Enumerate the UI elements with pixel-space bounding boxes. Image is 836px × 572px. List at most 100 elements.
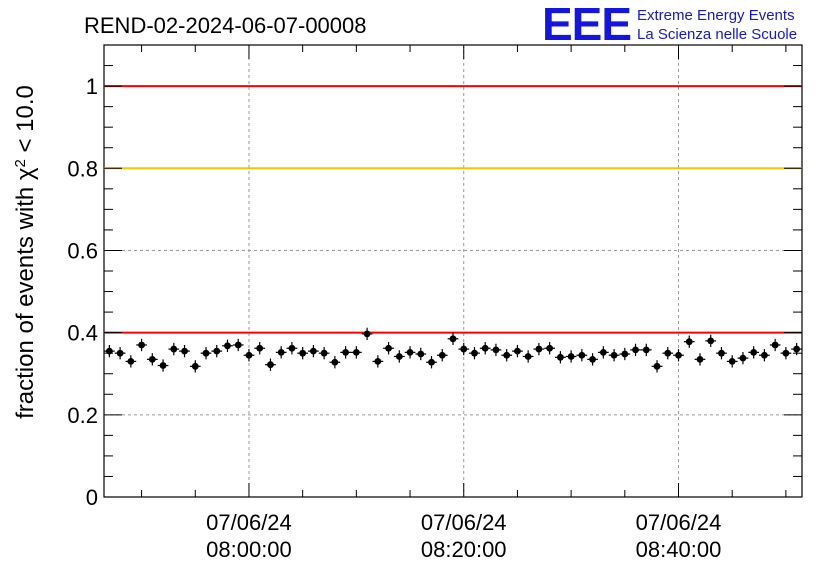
data-point [383, 342, 394, 355]
marker [675, 351, 682, 359]
data-point [426, 356, 437, 369]
data-point [748, 346, 760, 359]
x-tick-labels: 07/06/2408:00:0007/06/2408:20:0007/06/24… [206, 510, 721, 562]
marker [578, 351, 586, 359]
data-point [114, 347, 126, 360]
marker [728, 358, 736, 365]
data-point [522, 350, 534, 363]
y-tick-label: 1 [86, 74, 98, 99]
marker [599, 348, 607, 356]
data-point [716, 347, 727, 360]
data-point [200, 347, 212, 360]
marker [642, 346, 650, 354]
marker [664, 349, 672, 357]
marker [406, 348, 414, 356]
y-axis-title-prefix: fraction of events with [12, 180, 39, 419]
data-point [157, 359, 169, 372]
marker [438, 351, 446, 359]
marker [148, 355, 156, 363]
data-point [136, 338, 147, 352]
marker [707, 337, 715, 345]
marker [610, 351, 618, 359]
data-point [490, 343, 502, 357]
marker [632, 346, 639, 354]
marker [761, 351, 768, 359]
y-tick-label: 0 [86, 485, 98, 510]
data-point [447, 332, 459, 345]
data-point [769, 338, 781, 352]
data-point [125, 355, 137, 368]
data-point [404, 346, 416, 359]
marker [449, 335, 457, 343]
logo-line-1: Extreme Energy Events [637, 7, 795, 24]
x-tick-label-date: 07/06/24 [206, 510, 292, 535]
data-point [587, 353, 598, 366]
marker [385, 344, 392, 352]
marker [503, 351, 511, 359]
y-tick-labels: 0 0.2 0.4 0.6 0.8 1 [67, 74, 98, 510]
data-point [662, 347, 674, 360]
marker [138, 341, 145, 349]
marker [556, 353, 564, 361]
data-point [243, 349, 255, 362]
y-axis-title-superscript: 2 [12, 159, 29, 167]
x-tick-label-time: 08:20:00 [421, 537, 507, 562]
marker [428, 358, 435, 366]
marker [782, 349, 790, 357]
data-point [189, 360, 201, 373]
marker [127, 358, 135, 365]
y-axis-title-suffix: < 10.0 [12, 85, 39, 159]
data-point [673, 349, 684, 362]
data-point [780, 347, 792, 360]
data-point [726, 355, 738, 368]
marker [105, 347, 113, 355]
data-point [576, 349, 588, 362]
marker [589, 355, 596, 363]
data-point [415, 347, 427, 361]
marker [159, 362, 167, 369]
data-point [630, 343, 641, 357]
data-point [651, 360, 663, 373]
marker [471, 349, 478, 357]
marker [374, 358, 382, 365]
marker [696, 355, 704, 363]
logo-mark: EEE [542, 0, 631, 50]
marker [191, 362, 199, 370]
marker [395, 353, 403, 360]
data-point [329, 356, 341, 369]
marker [363, 330, 371, 338]
data-point [340, 346, 351, 359]
marker [245, 351, 253, 359]
marker [116, 349, 124, 357]
marker [342, 348, 350, 356]
marker [514, 347, 521, 355]
marker [793, 345, 801, 353]
data-point [361, 327, 373, 341]
x-tick-label-time: 08:40:00 [636, 537, 722, 562]
marker [460, 345, 468, 353]
data-point [597, 346, 609, 359]
data-point [211, 344, 223, 358]
data-point [275, 346, 287, 359]
data-point [254, 342, 266, 355]
data-point [640, 343, 652, 357]
x-tick-label-date: 07/06/24 [421, 510, 507, 535]
marker [535, 345, 543, 353]
y-axis-title: fraction of events with χ2 < 10.0 [12, 85, 40, 419]
data-point [565, 350, 577, 363]
data-point [791, 342, 802, 356]
data-point [737, 351, 749, 365]
data-point [608, 349, 620, 362]
marker [331, 358, 339, 366]
data-point [759, 349, 770, 362]
eee-logo: EEE Extreme Energy Events La Scienza nel… [542, 0, 797, 50]
logo-line-2: La Scienza nelle Scuole [637, 26, 797, 43]
data-point [146, 353, 158, 366]
marker [267, 361, 274, 369]
data-point [479, 342, 491, 355]
data-point [544, 342, 556, 355]
data-point [308, 344, 319, 358]
data-point [469, 347, 480, 360]
data-points [104, 327, 802, 373]
marker [170, 345, 178, 353]
